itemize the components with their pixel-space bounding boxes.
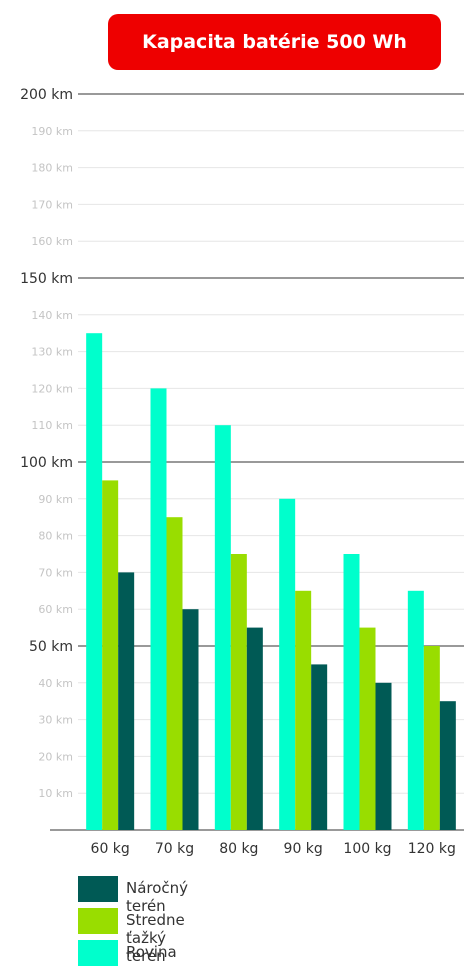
bar-rovina: [279, 498, 296, 830]
legend-swatch: [78, 876, 118, 902]
bar-stredne-a-k-ter-n: [423, 646, 440, 830]
y-tick-label: 160 km: [31, 235, 73, 248]
x-tick-label: 80 kg: [219, 841, 258, 857]
bar-n-ro-n-ter-n: [311, 664, 328, 830]
bar-n-ro-n-ter-n: [439, 701, 456, 830]
bar-n-ro-n-ter-n: [246, 627, 263, 830]
y-tick-label: 150 km: [20, 271, 73, 287]
y-tick-label: 70 km: [38, 566, 73, 579]
x-tick-label: 70 kg: [155, 841, 194, 857]
y-tick-label: 110 km: [31, 419, 73, 432]
bar-stredne-a-k-ter-n: [102, 480, 119, 830]
bar-rovina: [86, 333, 103, 830]
y-tick-label: 80 km: [38, 530, 73, 543]
bar-rovina: [343, 554, 360, 830]
legend-label: Rovina: [126, 943, 177, 961]
bar-rovina: [214, 425, 231, 830]
bar-rovina: [407, 590, 424, 830]
bar-n-ro-n-ter-n: [375, 682, 392, 830]
bar-stredne-a-k-ter-n: [166, 517, 183, 830]
bar-n-ro-n-ter-n: [118, 572, 135, 830]
bar-chart: 200 km 150 km 100 km 50 km 190 km 180 km 170 k…: [20, 87, 464, 857]
legend-swatch: [78, 940, 118, 966]
y-tick-label: 130 km: [31, 346, 73, 359]
x-tick-label: 90 kg: [284, 841, 323, 857]
x-tick-label: 60 kg: [91, 841, 130, 857]
legend-swatch: [78, 908, 118, 934]
bar-stredne-a-k-ter-n: [359, 627, 376, 830]
legend-label: Stredne ťažký terén: [126, 911, 185, 965]
y-tick-label: 170 km: [31, 198, 73, 211]
y-tick-label: 50 km: [29, 639, 73, 655]
y-tick-label: 20 km: [38, 750, 73, 763]
y-tick-label: 90 km: [38, 493, 73, 506]
x-tick-label: 100 kg: [343, 841, 391, 857]
y-tick-label: 200 km: [20, 87, 73, 103]
bar-stredne-a-k-ter-n: [230, 554, 247, 830]
y-tick-label: 60 km: [38, 603, 73, 616]
y-tick-label: 180 km: [31, 162, 73, 175]
chart-title: Kapacita batérie 500 Wh: [108, 14, 441, 70]
bar-n-ro-n-ter-n: [182, 609, 199, 830]
bar-rovina: [150, 388, 167, 830]
y-tick-label: 120 km: [31, 382, 73, 395]
y-tick-label: 10 km: [38, 787, 73, 800]
y-tick-label: 140 km: [31, 309, 73, 322]
x-tick-label: 120 kg: [408, 841, 456, 857]
legend-label: Náročný terén: [126, 879, 189, 915]
y-tick-label: 100 km: [20, 455, 73, 471]
bar-stredne-a-k-ter-n: [295, 590, 312, 830]
y-tick-label: 30 km: [38, 714, 73, 727]
y-tick-label: 190 km: [31, 125, 73, 138]
y-tick-label: 40 km: [38, 677, 73, 690]
